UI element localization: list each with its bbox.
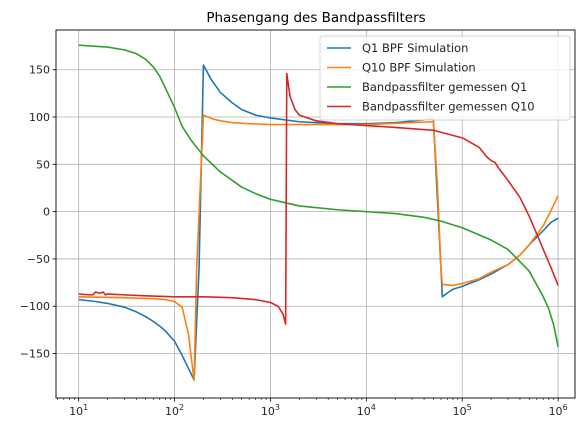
plot-frame [55,29,576,399]
series-line-1 [78,64,559,381]
x-tick-label: 101 [69,403,88,418]
series-layer [78,44,559,381]
y-tick-label: −100 [20,300,50,313]
chart-title: Phasengang des Bandpassfilters [206,10,425,26]
legend-entry: Q1 BPF Simulation [362,41,468,55]
y-tick-label: −150 [20,348,50,361]
y-tick-label: 150 [29,64,50,77]
x-tick-label: 104 [357,403,376,418]
series-line-2 [78,114,559,381]
y-tick-label: 50 [36,158,50,171]
x-tick-label: 102 [165,403,184,418]
legend: Q1 BPF Simulation Q10 BPF Simulation Bandp… [319,35,571,121]
series-line-3 [78,44,559,348]
x-tick-label: 106 [549,403,568,418]
legend-box [319,35,571,121]
grid-lines [56,30,575,398]
x-tick-label: 103 [261,403,280,418]
legend-entry: Q10 BPF Simulation [362,61,476,75]
x-tick-label: 105 [453,403,472,418]
axis-ticks: 101 102 103 104 105 106 −150 −100 −50 0 50 100 150 [20,64,568,418]
legend-entry: Bandpassfilter gemessen Q1 [362,80,527,94]
y-tick-label: 100 [29,111,50,124]
y-tick-label: −50 [27,253,50,266]
series-line-4 [78,72,559,326]
y-tick-label: 0 [43,206,50,219]
legend-entry: Bandpassfilter gemessen Q10 [362,100,535,114]
